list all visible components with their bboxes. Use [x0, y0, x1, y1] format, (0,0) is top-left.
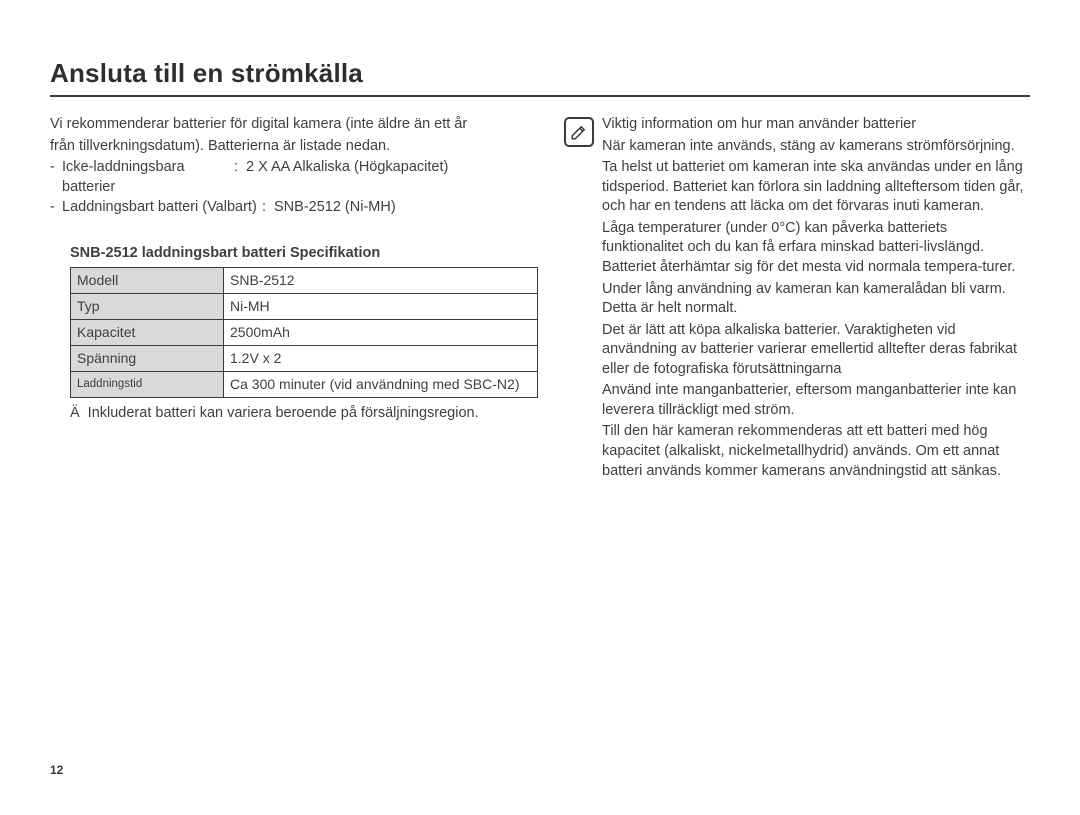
- spec-value: Ca 300 minuter (vid användning med SBC-N…: [224, 371, 538, 397]
- battery-type-value: 2 X AA Alkaliska (Högkapacitet): [246, 158, 540, 197]
- table-row: Laddningstid Ca 300 minuter (vid användn…: [71, 371, 538, 397]
- spec-footnote: Ä Inkluderat batteri kan variera beroend…: [70, 404, 540, 424]
- footnote-text: Inkluderat batteri kan variera beroende …: [88, 404, 479, 424]
- colon: :: [262, 198, 274, 218]
- info-item: Låga temperaturer (under 0°C) kan påverk…: [602, 219, 1030, 278]
- left-column: Vi rekommenderar batterier för digital k…: [50, 115, 540, 483]
- right-column: Viktig information om hur man använder b…: [564, 115, 1030, 483]
- content-columns: Vi rekommenderar batterier för digital k…: [50, 115, 1030, 483]
- battery-type-value: SNB-2512 (Ni-MH): [274, 198, 540, 218]
- spec-value: Ni-MH: [224, 294, 538, 320]
- info-block: Viktig information om hur man använder b…: [564, 115, 1030, 483]
- table-row: Kapacitet 2500mAh: [71, 320, 538, 346]
- spec-table-title: SNB-2512 laddningsbart batteri Speciﬁkat…: [70, 244, 540, 264]
- battery-line-nonrechargeable: - Icke-laddningsbara batterier : 2 X AA …: [50, 158, 540, 197]
- spec-value: 2500mAh: [224, 320, 538, 346]
- manual-page: Ansluta till en strömkälla Vi rekommende…: [0, 0, 1080, 815]
- spec-value: SNB-2512: [224, 268, 538, 294]
- pencil-icon: [570, 123, 588, 141]
- info-text: Viktig information om hur man använder b…: [602, 115, 1030, 483]
- spec-table: Modell SNB-2512 Typ Ni-MH Kapacitet 2500…: [70, 267, 538, 397]
- page-number: 12: [50, 763, 63, 777]
- footnote-marker: Ä: [70, 404, 80, 424]
- info-item: Under lång användning av kameran kan kam…: [602, 280, 1030, 319]
- table-row: Spänning 1.2V x 2: [71, 346, 538, 372]
- battery-type-label: Laddningsbart batteri (Valbart): [62, 198, 262, 218]
- spec-key: Modell: [71, 268, 224, 294]
- info-item: Till den här kameran rekommenderas att e…: [602, 422, 1030, 481]
- info-intro: Viktig information om hur man använder b…: [602, 115, 1030, 135]
- dash-marker: -: [50, 198, 62, 218]
- info-item: När kameran inte används, stäng av kamer…: [602, 137, 1030, 157]
- colon: :: [234, 158, 246, 197]
- spec-key: Spänning: [71, 346, 224, 372]
- spec-value: 1.2V x 2: [224, 346, 538, 372]
- note-icon: [564, 117, 594, 147]
- intro-line-1: Vi rekommenderar batterier för digital k…: [50, 115, 540, 135]
- battery-line-rechargeable: - Laddningsbart batteri (Valbart) : SNB-…: [50, 198, 540, 218]
- page-title: Ansluta till en strömkälla: [50, 58, 1030, 97]
- intro-line-2: från tillverkningsdatum). Batterierna är…: [50, 137, 540, 157]
- battery-type-label: Icke-laddningsbara batterier: [62, 158, 234, 197]
- dash-marker: -: [50, 158, 62, 197]
- table-row: Modell SNB-2512: [71, 268, 538, 294]
- info-item: Det är lätt att köpa alkaliska batterier…: [602, 321, 1030, 380]
- info-item: Ta helst ut batteriet om kameran inte sk…: [602, 158, 1030, 217]
- info-item: Använd inte manganbatterier, eftersom ma…: [602, 381, 1030, 420]
- spec-key: Typ: [71, 294, 224, 320]
- spec-key: Laddningstid: [71, 371, 224, 397]
- spec-key: Kapacitet: [71, 320, 224, 346]
- table-row: Typ Ni-MH: [71, 294, 538, 320]
